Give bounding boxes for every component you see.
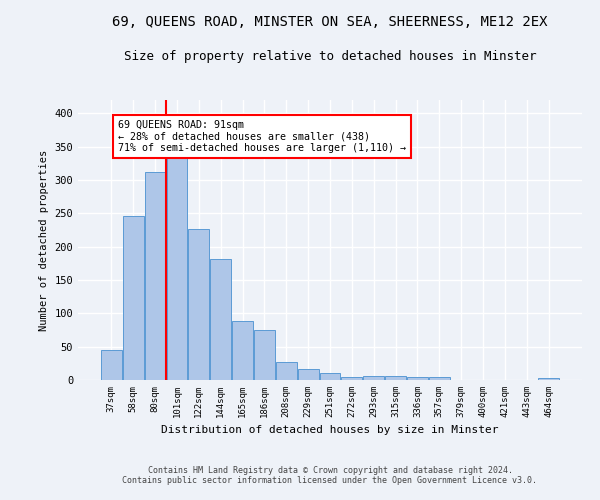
Bar	[320, 374, 340, 380]
Y-axis label: Number of detached properties: Number of detached properties	[39, 150, 49, 330]
Bar	[210, 260, 231, 380]
Text: Size of property relative to detached houses in Minster: Size of property relative to detached ho…	[124, 50, 536, 63]
Bar	[254, 330, 275, 380]
Text: 69 QUEENS ROAD: 91sqm
← 28% of detached houses are smaller (438)
71% of semi-det: 69 QUEENS ROAD: 91sqm ← 28% of detached …	[118, 120, 406, 153]
Bar	[298, 368, 319, 380]
Bar	[145, 172, 166, 380]
Bar	[341, 376, 362, 380]
Bar	[101, 350, 122, 380]
Bar	[429, 378, 450, 380]
Bar	[276, 362, 296, 380]
Text: 69, QUEENS ROAD, MINSTER ON SEA, SHEERNESS, ME12 2EX: 69, QUEENS ROAD, MINSTER ON SEA, SHEERNE…	[112, 15, 548, 29]
Bar	[385, 376, 406, 380]
Text: Contains HM Land Registry data © Crown copyright and database right 2024.
Contai: Contains HM Land Registry data © Crown c…	[122, 466, 538, 485]
Bar	[167, 156, 187, 380]
Bar	[123, 216, 143, 380]
Bar	[407, 376, 428, 380]
X-axis label: Distribution of detached houses by size in Minster: Distribution of detached houses by size …	[161, 426, 499, 436]
Bar	[232, 320, 253, 380]
Bar	[538, 378, 559, 380]
Bar	[188, 228, 209, 380]
Bar	[364, 376, 384, 380]
